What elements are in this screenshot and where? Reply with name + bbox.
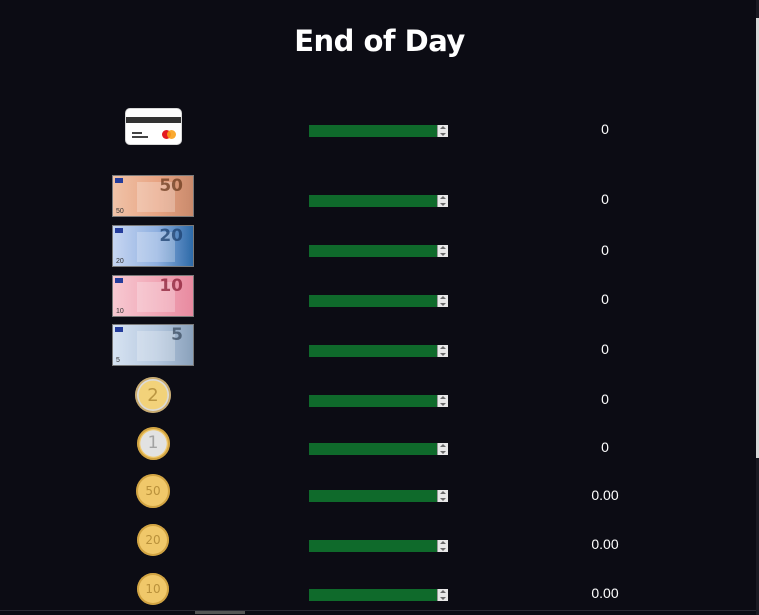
note-10-total-value: 0 [601,291,609,307]
note-50-count-stepper[interactable] [309,195,448,207]
euro-cent-50-coin-icon: 50 [136,474,170,508]
stepper-spin-button[interactable] [437,540,448,552]
note-5-total-value: 0 [601,341,609,357]
card-count-stepper[interactable] [309,125,448,137]
euro-2-coin-icon: 2 [135,377,171,413]
euro-5-note-icon: 5 5 [113,325,193,365]
card-total-value: 0 [601,121,609,137]
stepper-spin-button[interactable] [437,589,448,601]
stepper-spin-button[interactable] [437,395,448,407]
coin-2-total-value: 0 [601,391,609,407]
euro-50-note-icon: 50 50 [113,176,193,216]
euro-1-coin-icon: 1 [136,426,170,460]
count-row-50-note: 50 50 0 [0,173,740,219]
stepper-spin-button[interactable] [437,345,448,357]
coin-2-count-stepper[interactable] [309,395,448,407]
vertical-scrollbar-thumb[interactable] [756,18,759,458]
euro-cent-10-coin-icon: 10 [137,573,169,605]
note-5-count-stepper[interactable] [309,345,448,357]
count-row-20-cent-coin: 20 0.00 [0,517,740,563]
cent-20-count-stepper[interactable] [309,540,448,552]
coin-1-count-stepper[interactable] [309,443,448,455]
stepper-spin-button[interactable] [437,125,448,137]
count-row-5-note: 5 5 0 [0,322,740,368]
stepper-spin-button[interactable] [437,490,448,502]
stepper-spin-button[interactable] [437,245,448,257]
count-row-10-cent-coin: 10 0.00 [0,566,740,612]
cent-20-total-value: 0.00 [591,536,619,552]
page-title: End of Day [294,24,465,58]
stepper-spin-button[interactable] [437,195,448,207]
count-row-2-coin: 2 0 [0,372,740,418]
credit-card-icon [125,108,181,144]
count-row-50-cent-coin: 50 0.00 [0,468,740,514]
note-50-total-value: 0 [601,191,609,207]
count-row-1-coin: 1 0 [0,420,740,466]
cent-50-count-stepper[interactable] [309,490,448,502]
horizontal-scrollbar-thumb[interactable] [195,611,245,614]
bottom-divider [0,610,759,611]
cent-10-count-stepper[interactable] [309,589,448,601]
cent-50-total-value: 0.00 [591,487,619,503]
note-20-count-stepper[interactable] [309,245,448,257]
count-row-20-note: 20 20 0 [0,223,740,269]
cent-10-total-value: 0.00 [591,585,619,601]
note-20-total-value: 0 [601,242,609,258]
count-row-card: 0 [0,103,740,149]
stepper-spin-button[interactable] [437,443,448,455]
coin-1-total-value: 0 [601,439,609,455]
stepper-spin-button[interactable] [437,295,448,307]
euro-10-note-icon: 10 10 [113,276,193,316]
euro-cent-20-coin-icon: 20 [137,524,169,556]
count-row-10-note: 10 10 0 [0,273,740,319]
note-10-count-stepper[interactable] [309,295,448,307]
euro-20-note-icon: 20 20 [113,226,193,266]
